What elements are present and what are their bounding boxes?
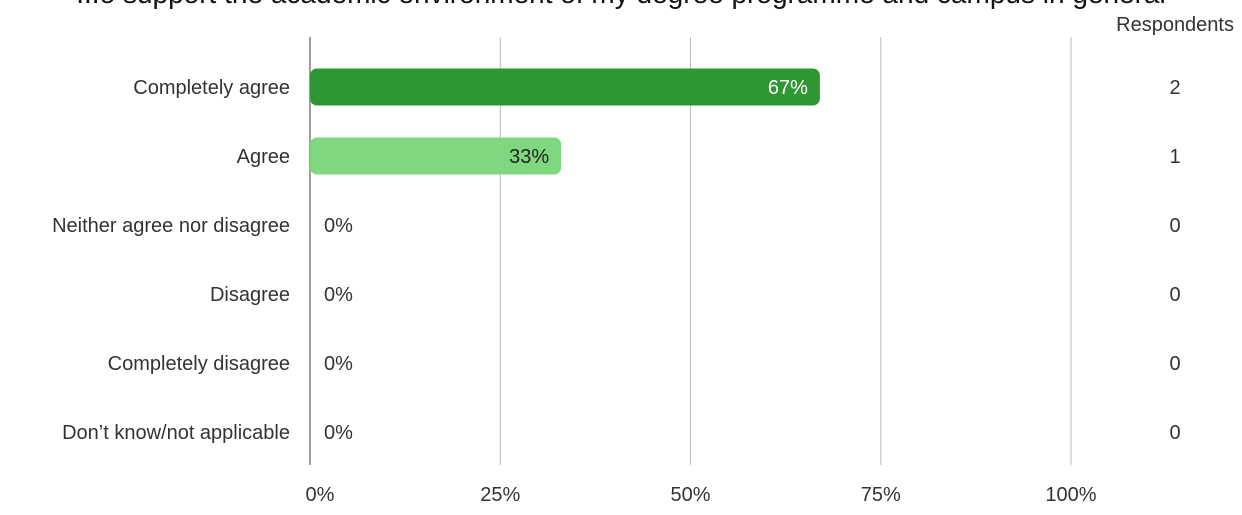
- respondent-count: 0: [1169, 284, 1180, 306]
- bar-value-label: 33%: [509, 146, 549, 168]
- category-label: Agree: [237, 146, 290, 168]
- respondent-count: 1: [1169, 146, 1180, 168]
- category-label: Don’t know/not applicable: [62, 422, 290, 444]
- chart-title: ...o support the academic environment of…: [0, 0, 1242, 10]
- bar-value-label: 0%: [324, 422, 353, 444]
- x-tick-label: 50%: [670, 484, 710, 506]
- bar-value-label: 0%: [324, 284, 353, 306]
- category-label: Neither agree nor disagree: [52, 215, 290, 237]
- x-tick-label: 0%: [306, 484, 335, 506]
- respondent-count: 0: [1169, 353, 1180, 375]
- bar: [310, 137, 562, 175]
- bar-value-label: 67%: [768, 77, 808, 99]
- bar: [310, 68, 820, 106]
- respondents-header: Respondents: [1116, 14, 1234, 36]
- respondent-count: 0: [1169, 422, 1180, 444]
- respondent-count: 2: [1169, 77, 1180, 99]
- category-label: Disagree: [210, 284, 290, 306]
- x-tick-label: 75%: [861, 484, 901, 506]
- respondent-count: 0: [1169, 215, 1180, 237]
- x-tick-label: 25%: [480, 484, 520, 506]
- category-label: Completely agree: [133, 77, 290, 99]
- x-tick-label: 100%: [1045, 484, 1096, 506]
- bar-value-label: 0%: [324, 215, 353, 237]
- bar-value-label: 0%: [324, 353, 353, 375]
- category-label: Completely disagree: [108, 353, 290, 375]
